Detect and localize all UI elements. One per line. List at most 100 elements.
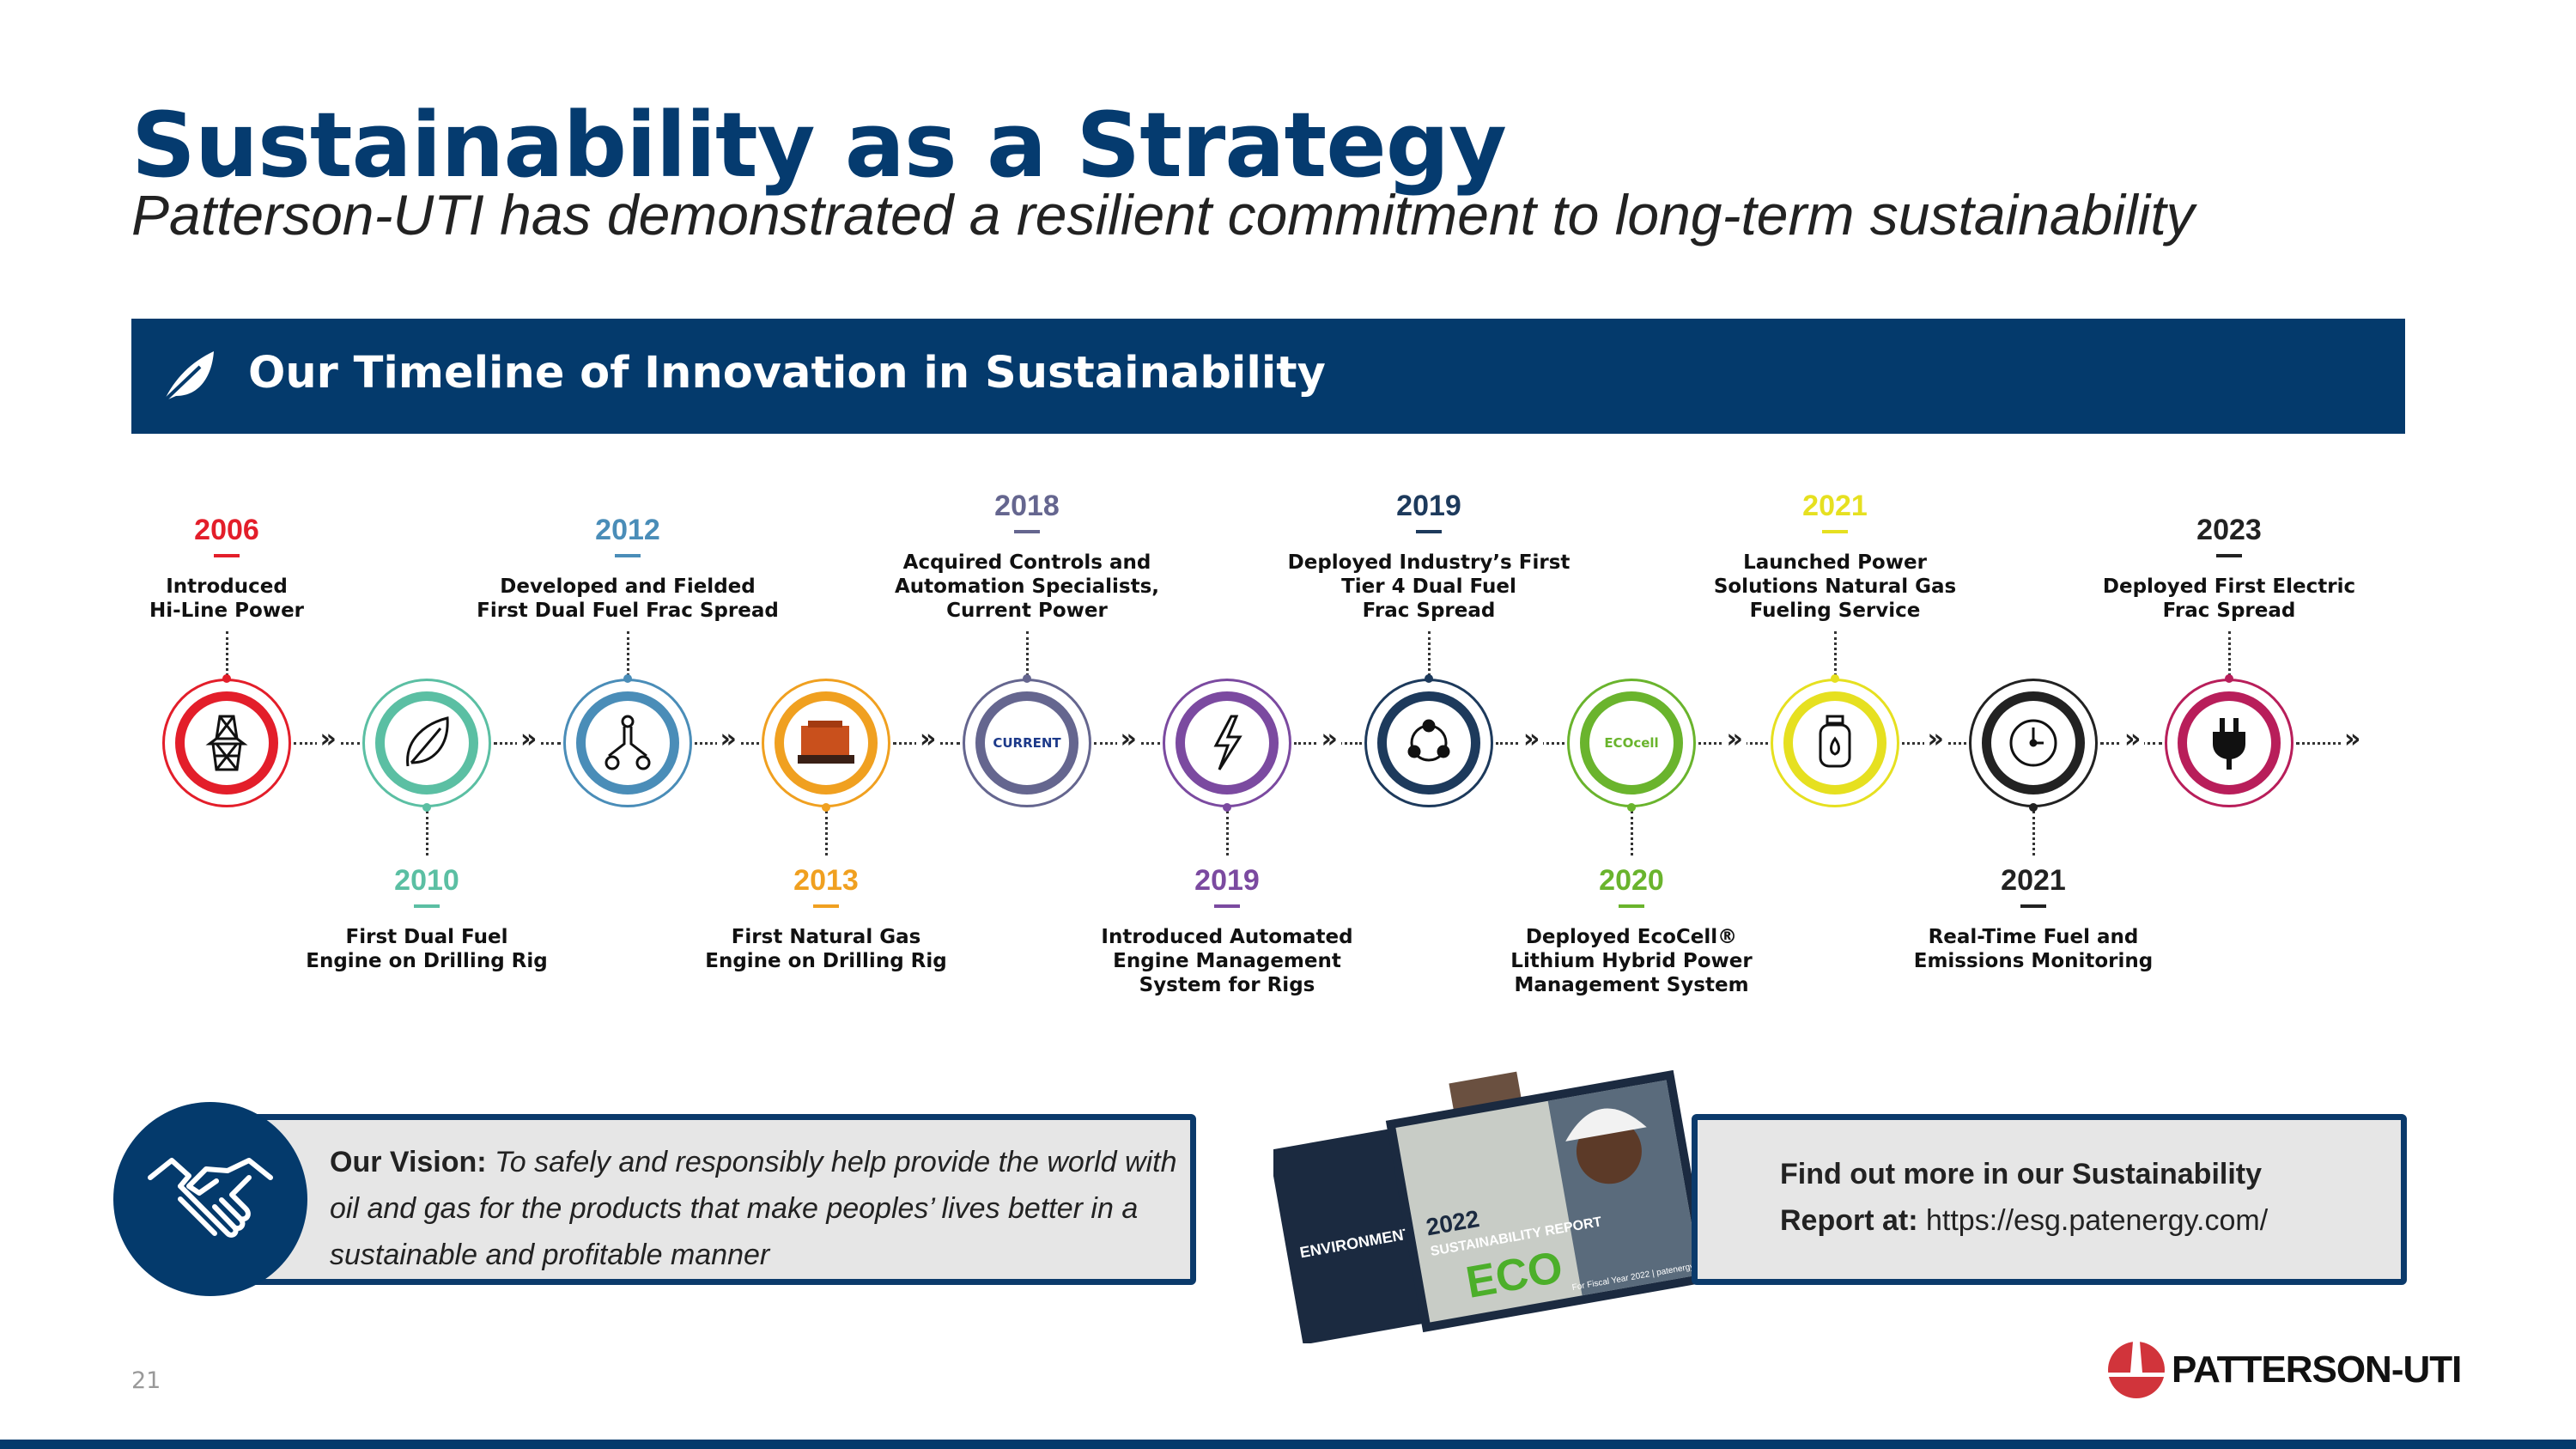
gas-tank-icon	[1814, 713, 1856, 773]
timeline-pin	[1223, 803, 1231, 812]
lightning-icon	[1206, 713, 1249, 773]
timeline-description: First Dual Fuel Engine on Drilling Rig	[306, 926, 548, 972]
timeline-label: 2021 Real-Time Fuel and Emissions Monitor…	[1879, 864, 2188, 973]
sustainability-report-cover-image: ENVIRONMENTA 2022 SUSTAINABILITY REPORT …	[1273, 1069, 1713, 1343]
page-title: Sustainability as a Strategy	[131, 93, 1507, 198]
timeline-year: 2019	[1396, 490, 1461, 522]
timeline-dash	[1822, 530, 1848, 533]
chevron-right-icon: »	[517, 727, 541, 752]
page-subtitle: Patterson-UTI has demonstrated a resilie…	[131, 183, 2195, 247]
timeline-description: Deployed EcoCell® Lithium Hybrid Power M…	[1510, 926, 1753, 996]
cycle-nodes-icon	[1403, 717, 1455, 769]
vision-box: Our Vision: To safely and responsibly he…	[246, 1114, 1196, 1285]
report-link-box: Find out more in our Sustainability Repo…	[1692, 1114, 2407, 1285]
timeline-pin	[1627, 803, 1636, 812]
timeline-year: 2021	[1802, 490, 1868, 522]
leaf-icon	[401, 713, 453, 773]
timeline-year: 2020	[1599, 864, 1664, 897]
banner-title: Our Timeline of Innovation in Sustainabi…	[248, 348, 1326, 399]
timeline-description: Deployed First Electric Frac Spread	[2102, 575, 2356, 622]
timeline-label: 2019 Introduced Automated Engine Manageme…	[1072, 864, 1382, 997]
chevron-right-icon: »	[2341, 727, 2365, 752]
timeline-node	[2165, 679, 2293, 807]
timeline-pin	[822, 803, 830, 812]
timeline-description: First Natural Gas Engine on Drilling Rig	[705, 926, 947, 972]
timeline-node: CURRENT	[963, 679, 1091, 807]
timeline-description: Acquired Controls and Automation Special…	[894, 551, 1160, 622]
leaf-icon	[162, 351, 214, 403]
vision-label: Our Vision:	[330, 1146, 487, 1178]
timeline-year: 2019	[1194, 864, 1260, 897]
timeline-connector-vertical	[2228, 631, 2231, 676]
vision-text-block: Our Vision: To safely and responsibly he…	[330, 1139, 1180, 1278]
timeline-label: 2013 First Natural Gas Engine on Drilling…	[671, 864, 981, 973]
timeline-pin	[1831, 674, 1839, 683]
timeline-connector-vertical	[1834, 631, 1837, 676]
timeline-node	[563, 679, 692, 807]
chevron-right-icon: »	[1116, 727, 1140, 752]
current-power-logo-icon-text: CURRENT	[993, 735, 1061, 751]
timeline-connector-vertical	[627, 631, 629, 676]
timeline-dash	[1214, 904, 1240, 908]
timeline-dash	[1619, 904, 1644, 908]
timeline-banner: Our Timeline of Innovation in Sustainabi…	[131, 319, 2405, 434]
timeline-node	[1364, 679, 1493, 807]
timeline-label: 2006 Introduced Hi-Line Power	[72, 514, 381, 623]
timeline-pin	[2029, 803, 2038, 812]
timeline-node	[1969, 679, 2098, 807]
timeline-dash	[414, 904, 440, 908]
timeline-year: 2018	[994, 490, 1060, 522]
timeline-pin	[2225, 674, 2233, 683]
timeline-node	[362, 679, 491, 807]
patterson-uti-logo: PATTERSON-UTI	[2108, 1340, 2462, 1400]
handshake-icon	[113, 1102, 307, 1296]
timeline-connector-vertical	[2032, 811, 2035, 855]
timeline-label: 2010 First Dual Fuel Engine on Drilling R…	[272, 864, 581, 973]
timeline-connector-vertical	[226, 631, 228, 676]
report-url-link[interactable]: https://esg.patenergy.com/	[1917, 1204, 2269, 1237]
timeline-year: 2012	[595, 514, 660, 546]
engine-icon	[796, 717, 856, 769]
page-number: 21	[131, 1367, 161, 1394]
logo-text: PATTERSON-UTI	[2172, 1349, 2462, 1391]
fork-connector-icon	[602, 713, 653, 773]
timeline-connector-vertical	[426, 811, 428, 855]
timeline-description: Developed and Fielded First Dual Fuel Fr…	[477, 575, 779, 622]
timeline-node	[1163, 679, 1291, 807]
timeline-description: Real-Time Fuel and Emissions Monitoring	[1913, 926, 2154, 972]
report-text-block: Find out more in our Sustainability Repo…	[1780, 1151, 2268, 1244]
timeline-dash	[813, 904, 839, 908]
timeline-year: 2006	[194, 514, 259, 546]
timeline-label: 2019 Deployed Industry’s First Tier 4 Dua…	[1274, 490, 1583, 623]
timeline-dash	[615, 554, 641, 557]
footer-bar	[0, 1440, 2576, 1449]
plug-icon	[2208, 713, 2251, 773]
patterson-logo-icon	[2108, 1342, 2165, 1398]
current-power-logo-icon: CURRENT	[993, 735, 1060, 751]
timeline-connector-vertical	[1226, 811, 1229, 855]
chevron-right-icon: »	[1317, 727, 1341, 752]
chevron-right-icon: »	[1722, 727, 1747, 752]
timeline-label: 2018 Acquired Controls and Automation Spe…	[872, 490, 1182, 623]
timeline-description: Launched Power Solutions Natural Gas Fue…	[1713, 551, 1957, 622]
timeline-year: 2010	[394, 864, 459, 897]
ecocell-logo-icon-text: ECOcell	[1604, 735, 1659, 751]
vision-text: To safely and responsibly help provide t…	[330, 1146, 1177, 1271]
timeline-pin	[1023, 674, 1031, 683]
timeline-pin	[623, 674, 632, 683]
chevron-right-icon: »	[1923, 727, 1947, 752]
timeline-year: 2021	[2001, 864, 2066, 897]
timeline-description: Deployed Industry’s First Tier 4 Dual Fu…	[1287, 551, 1571, 622]
timeline-year: 2023	[2196, 514, 2262, 546]
timeline-description: Introduced Automated Engine Management S…	[1101, 926, 1353, 996]
timeline-dash	[2020, 904, 2046, 908]
timeline-dash	[2216, 554, 2242, 557]
chevron-right-icon: »	[716, 727, 740, 752]
timeline-pin	[422, 803, 431, 812]
timeline-label: 2020 Deployed EcoCell® Lithium Hybrid Pow…	[1477, 864, 1786, 997]
timeline-connector-vertical	[1631, 811, 1633, 855]
timeline-node	[1771, 679, 1899, 807]
chevron-right-icon: »	[2121, 727, 2145, 752]
timeline-year: 2013	[793, 864, 859, 897]
timeline-description: Introduced Hi-Line Power	[149, 575, 305, 622]
